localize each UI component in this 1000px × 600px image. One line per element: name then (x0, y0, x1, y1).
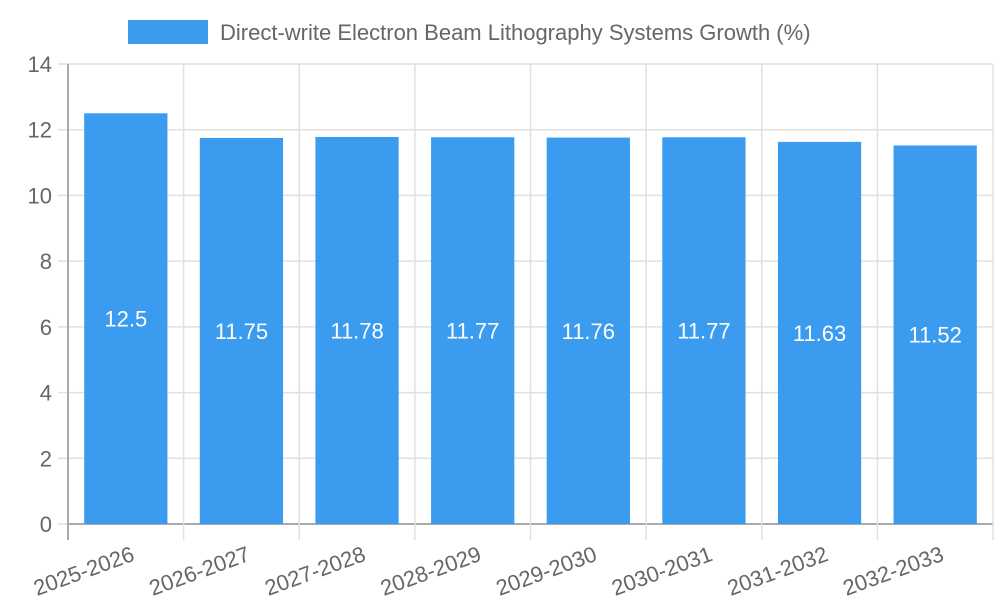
y-tick-label: 8 (40, 249, 52, 274)
bar-value-label: 11.78 (330, 318, 383, 343)
y-tick-label: 2 (40, 446, 52, 471)
y-tick-label: 4 (40, 381, 52, 406)
bar-value-label: 11.75 (215, 319, 268, 344)
y-tick-label: 0 (40, 512, 52, 537)
y-tick-label: 12 (28, 118, 52, 143)
bar[interactable] (546, 137, 630, 524)
legend-label: Direct-write Electron Beam Lithography S… (220, 20, 811, 45)
x-tick-label: 2027-2028 (261, 541, 368, 600)
bar[interactable] (431, 137, 515, 524)
bar-value-label: 11.77 (446, 319, 499, 344)
bar[interactable] (315, 136, 399, 524)
x-tick-label: 2030-2031 (608, 541, 715, 600)
bar-value-label: 11.52 (908, 323, 961, 348)
y-tick-label: 6 (40, 315, 52, 340)
x-tick-label: 2031-2032 (724, 541, 831, 600)
x-tick-label: 2028-2029 (377, 541, 484, 600)
bar-value-label: 12.5 (104, 307, 147, 332)
bar[interactable] (893, 145, 977, 524)
chart-bars: 12.5 11.75 11.78 11.77 11.76 11.77 11.63 11.52 (84, 113, 977, 525)
x-tick-label: 2026-2027 (146, 541, 253, 600)
y-tick-label: 10 (28, 183, 52, 208)
bar[interactable] (84, 113, 168, 525)
y-tick-label: 14 (28, 52, 52, 77)
bar[interactable] (662, 137, 746, 524)
bar[interactable] (199, 137, 284, 524)
x-tick-label: 2032-2033 (839, 541, 946, 600)
x-tick-label: 2029-2030 (493, 541, 600, 600)
x-tick-label: 2025-2026 (30, 541, 137, 600)
bar[interactable] (777, 141, 862, 524)
chart-legend[interactable]: Direct-write Electron Beam Lithography S… (128, 20, 811, 45)
bar-value-label: 11.77 (677, 319, 730, 344)
legend-swatch (128, 20, 208, 44)
bar-value-label: 11.63 (793, 321, 846, 346)
bar-value-label: 11.76 (562, 319, 615, 344)
